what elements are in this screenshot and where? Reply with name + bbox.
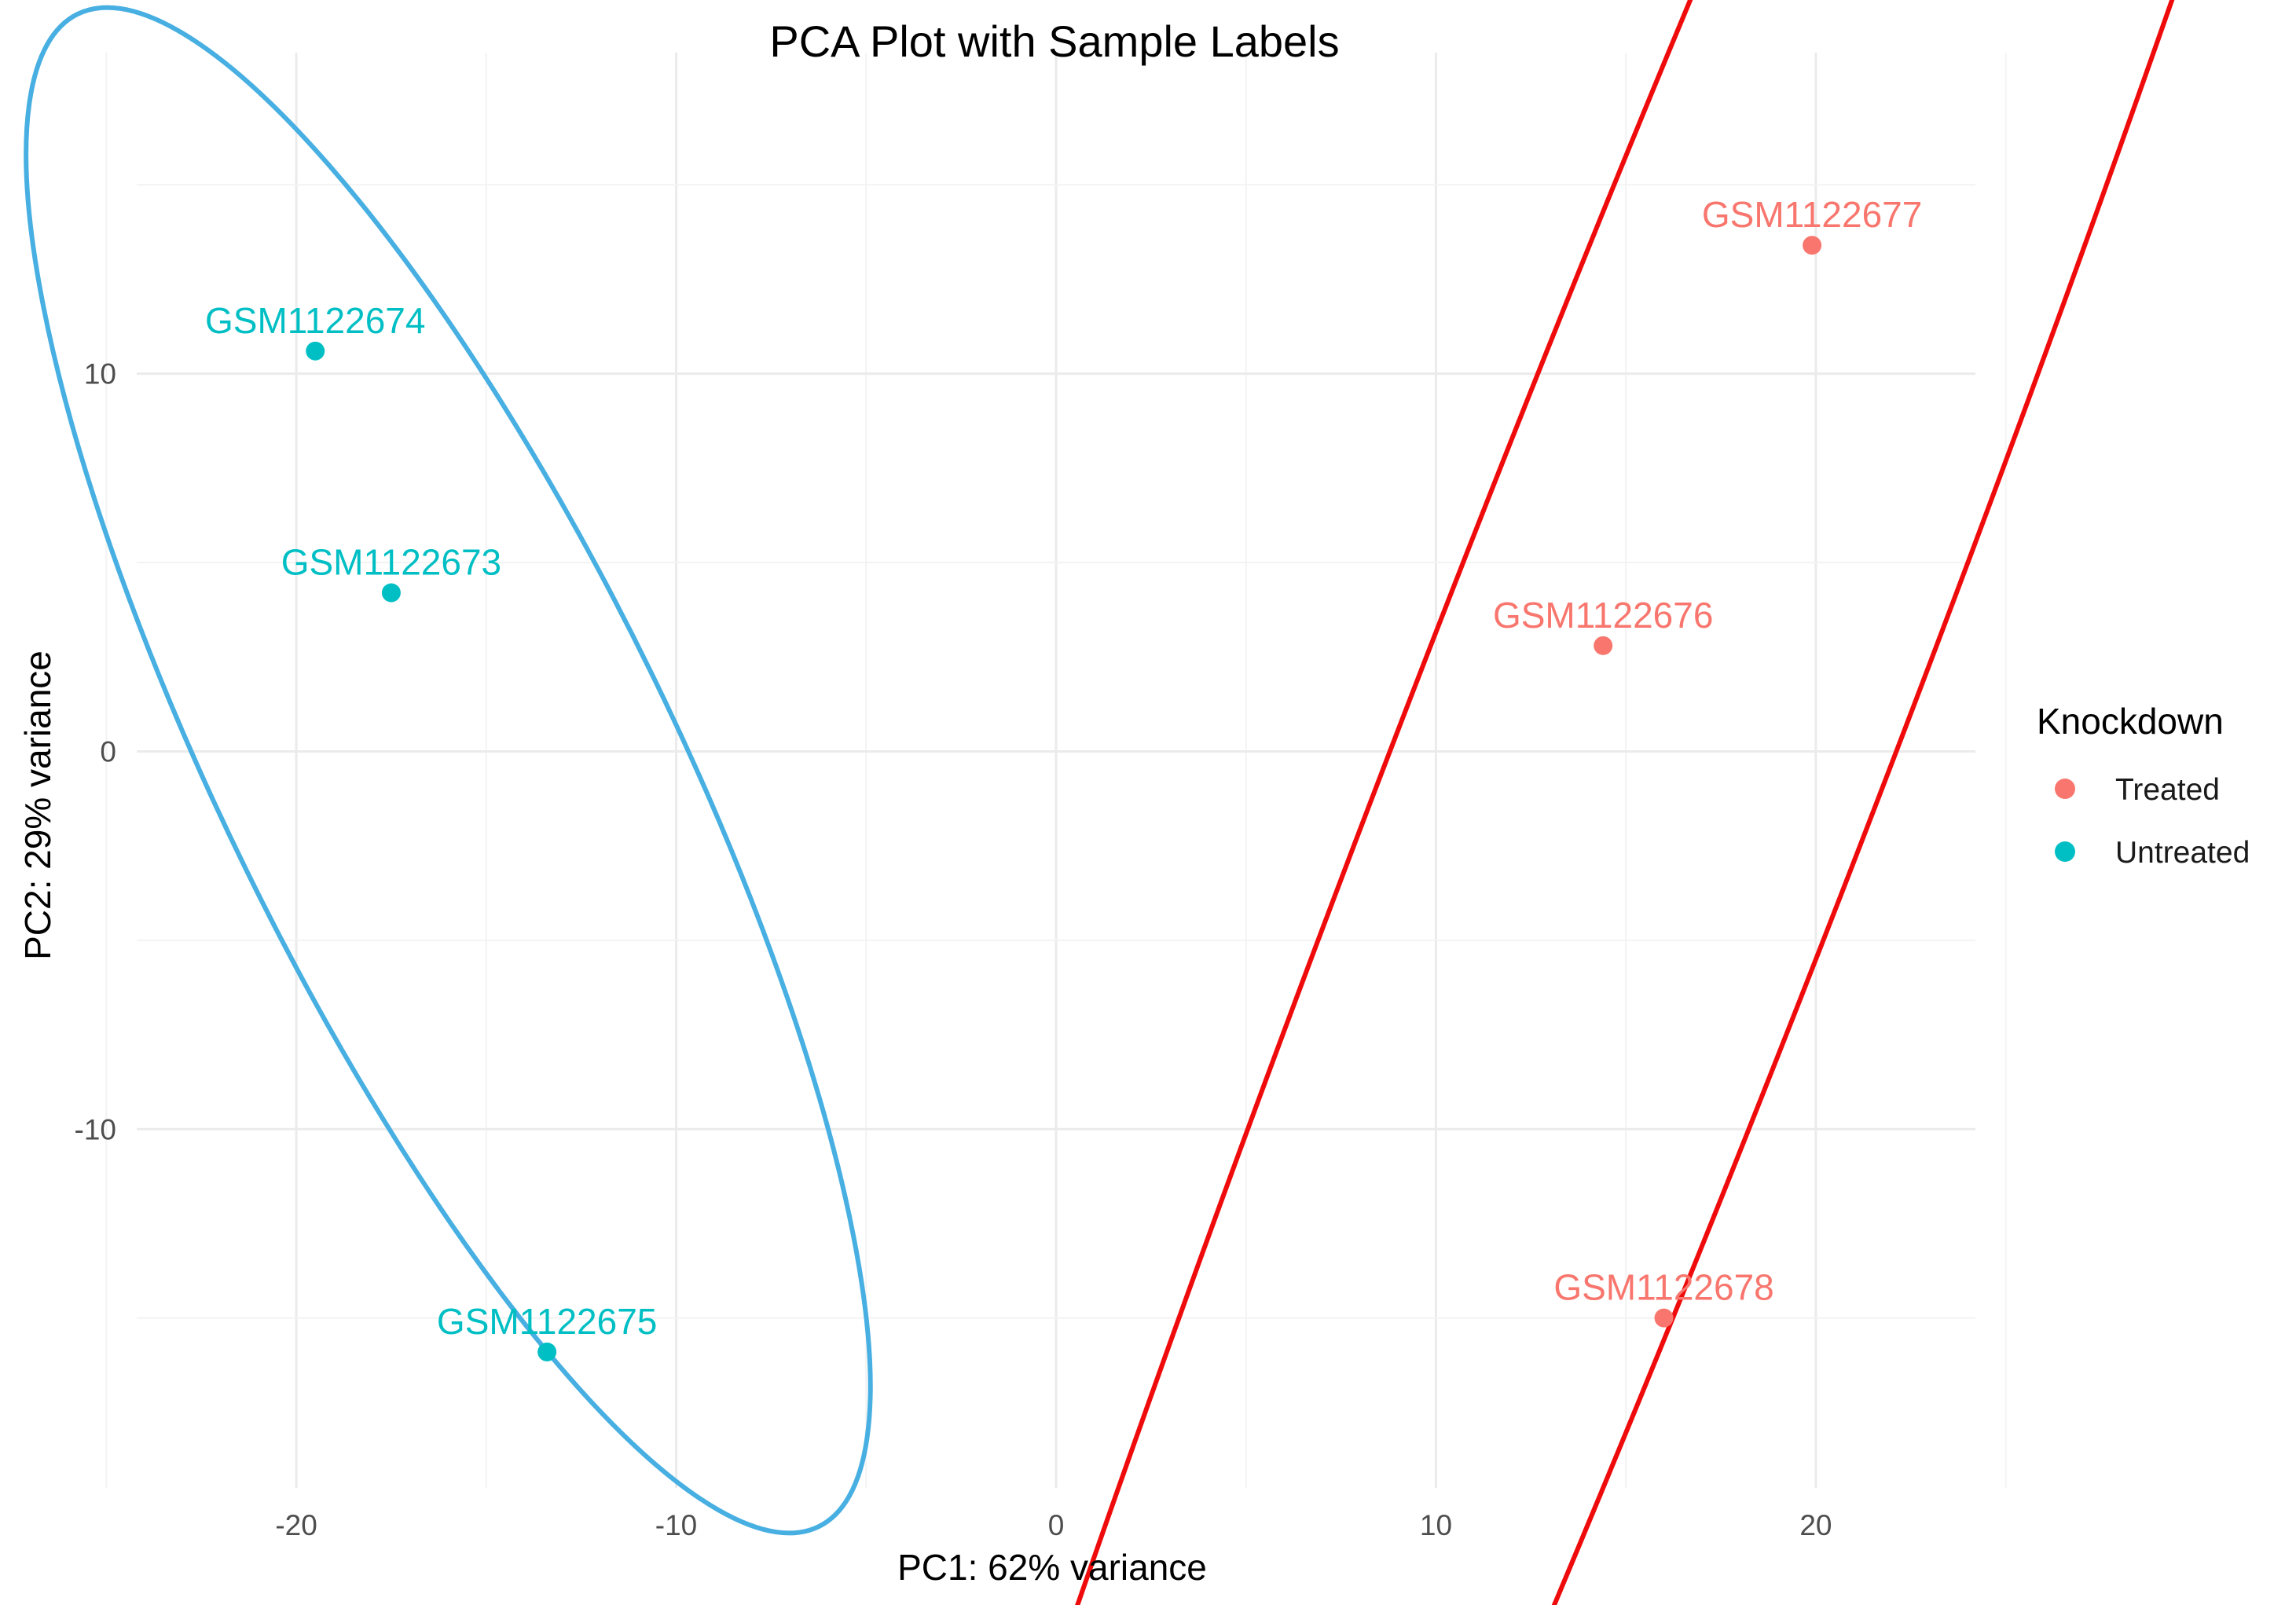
axes: -20 -10 0 10 20 -10 0 10 (75, 358, 1832, 1541)
legend-key-treated (2055, 779, 2075, 799)
x-tick-label: 20 (1799, 1509, 1832, 1541)
data-point-gsm1122674 (306, 341, 325, 361)
point-label: GSM1122677 (1702, 194, 1922, 235)
x-tick-label: 0 (1048, 1509, 1065, 1541)
legend-label-untreated: Untreated (2115, 836, 2250, 870)
legend: Knockdown Treated Untreated (2037, 701, 2250, 870)
point-label: GSM1122676 (1493, 595, 1713, 636)
y-tick-label: -10 (75, 1113, 116, 1145)
chart-title: PCA Plot with Sample Labels (769, 16, 1339, 66)
grid (105, 53, 2007, 1488)
y-axis-title: PC2: 29% variance (17, 650, 58, 960)
data-point-gsm1122675 (537, 1342, 557, 1361)
points: GSM1122677 GSM1122676 GSM1122678 GSM1122674… (205, 194, 1922, 1361)
point-label: GSM1122678 (1553, 1267, 1773, 1308)
point-label: GSM1122675 (437, 1301, 657, 1342)
x-axis-title: PC1: 62% variance (897, 1547, 1207, 1588)
group-ellipse-treated (649, 0, 2296, 1605)
group-ellipse-untreated (24, 5, 873, 1536)
x-tick-label: -10 (655, 1509, 697, 1541)
y-tick-label: 10 (84, 358, 116, 390)
point-label: GSM1122673 (281, 542, 501, 583)
data-point-gsm1122676 (1594, 636, 1613, 655)
legend-label-treated: Treated (2115, 773, 2220, 807)
data-point-gsm1122673 (381, 583, 401, 603)
x-tick-label: 10 (1420, 1509, 1452, 1541)
y-tick-label: 0 (100, 735, 116, 768)
data-point-gsm1122677 (1803, 236, 1822, 255)
x-tick-label: -20 (275, 1509, 317, 1541)
legend-entries: Treated Untreated (2055, 773, 2250, 870)
data-point-gsm1122678 (1654, 1308, 1674, 1328)
point-label: GSM1122674 (205, 300, 425, 341)
legend-key-untreated (2055, 841, 2075, 862)
legend-title: Knockdown (2037, 701, 2224, 742)
